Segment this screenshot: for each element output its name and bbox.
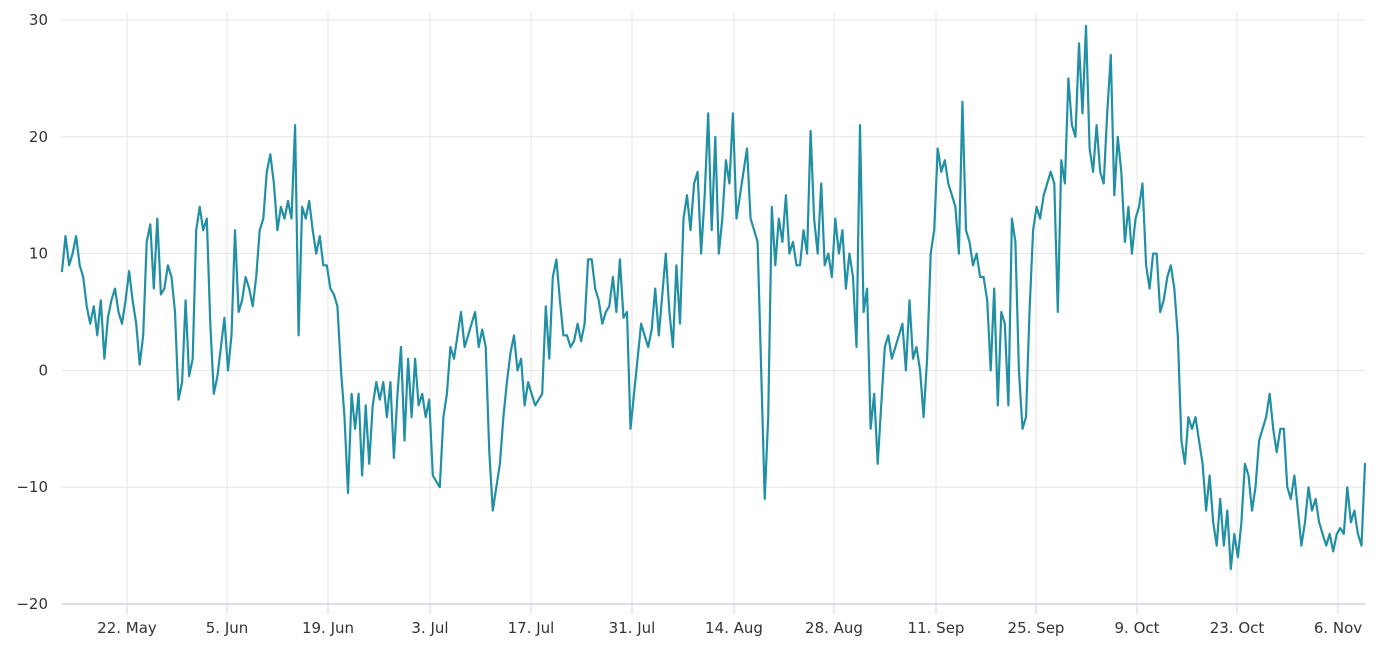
- x-axis-label: 31. Jul: [609, 619, 656, 637]
- x-axis-label: 3. Jul: [411, 619, 448, 637]
- x-axis-label: 23. Oct: [1210, 619, 1265, 637]
- y-axis-labels: 30 20 10 0 −10 −20: [16, 11, 48, 613]
- x-axis-label: 22. May: [97, 619, 157, 637]
- x-axis-label: 17. Jul: [508, 619, 555, 637]
- x-axis-label: 19. Jun: [302, 619, 354, 637]
- data-series-line[interactable]: [60, 24, 1367, 571]
- y-axis-label: 0: [38, 361, 48, 379]
- x-axis-labels: 22. May 5. Jun 19. Jun 3. Jul 17. Jul 31. Jul…: [97, 619, 1362, 637]
- x-axis-label: 25. Sep: [1008, 619, 1065, 637]
- x-axis-label: 28. Aug: [805, 619, 863, 637]
- x-axis-label: 6. Nov: [1314, 619, 1362, 637]
- y-axis-label: 30: [29, 11, 48, 29]
- x-axis-label: 9. Oct: [1114, 619, 1159, 637]
- y-axis-label: −10: [16, 478, 48, 496]
- x-axis-label: 11. Sep: [908, 619, 965, 637]
- x-axis-label: 5. Jun: [206, 619, 249, 637]
- x-axis-label: 14. Aug: [705, 619, 763, 637]
- horizontal-gridlines: [62, 19, 1365, 488]
- y-axis-label: 10: [29, 245, 48, 263]
- y-axis-label: 20: [29, 128, 48, 146]
- vertical-gridlines: [126, 12, 1339, 604]
- y-axis-label: −20: [16, 595, 48, 613]
- x-axis-ticks: [126, 604, 1339, 614]
